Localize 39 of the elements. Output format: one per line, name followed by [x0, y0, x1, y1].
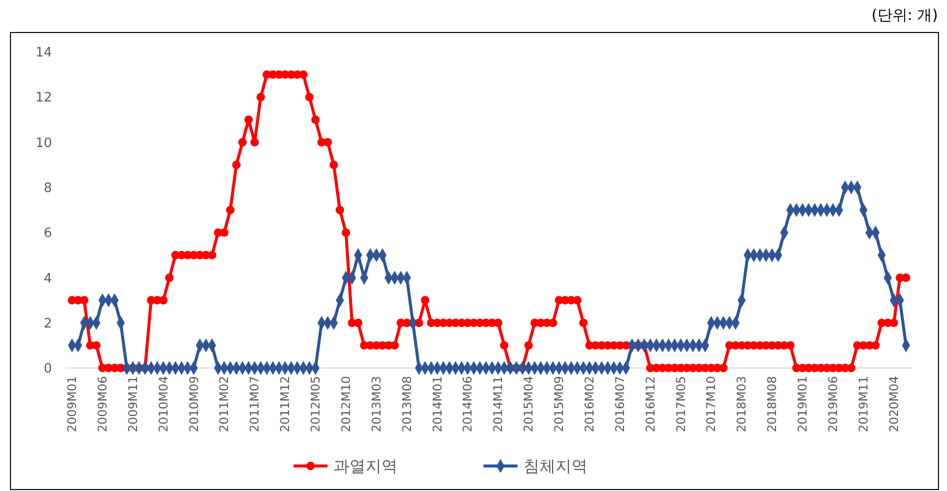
x-tick-label: 2012M05 [308, 376, 323, 432]
x-tick-label: 2014M11 [491, 376, 506, 432]
legend-label: 과열지역 [334, 456, 398, 476]
y-tick-label: 4 [44, 271, 52, 286]
x-tick-label: 2017M10 [704, 376, 718, 432]
x-tick-label: 2015M09 [552, 376, 566, 432]
x-tick-label: 2017M05 [674, 376, 688, 432]
x-tick-label: 2009M01 [65, 376, 79, 432]
x-tick-label: 2011M02 [217, 376, 232, 432]
x-tick-label: 2012M10 [338, 376, 353, 432]
x-tick-label: 2019M06 [826, 376, 840, 432]
x-tick-label: 2014M01 [430, 376, 444, 432]
y-tick-label: 2 [44, 316, 52, 332]
x-tick-label: 2014M06 [460, 376, 475, 432]
y-tick-label: 12 [35, 90, 52, 106]
y-tick-label: 0 [44, 362, 52, 377]
x-tick-label: 2020M04 [886, 376, 901, 432]
x-tick-label: 2010M04 [156, 376, 170, 432]
x-tick-label: 2015M04 [522, 376, 536, 432]
text: (단위: 개) [871, 6, 938, 24]
y-tick-label: 8 [44, 180, 52, 196]
x-tick-label: 2009M06 [95, 376, 110, 432]
x-tick-label: 2010M09 [186, 376, 201, 432]
x-tick-label: 2018M08 [765, 376, 780, 432]
x-tick-label: 2013M03 [369, 376, 384, 432]
x-tick-label: 2019M11 [856, 376, 870, 432]
x-tick-label: 2016M12 [643, 376, 658, 432]
y-tick-label: 10 [35, 136, 52, 151]
x-tick-label: 2009M11 [126, 376, 140, 432]
x-tick-label: 2018M03 [734, 376, 749, 432]
x-tick-label: 2016M02 [582, 376, 596, 432]
y-tick-label: 14 [35, 46, 52, 61]
x-tick-label: 2019M01 [796, 376, 810, 432]
y-tick-label: 6 [44, 226, 52, 242]
x-tick-label: 2011M12 [278, 376, 292, 432]
x-tick-label: 2013M08 [400, 376, 414, 432]
legend-label: 침체지역 [524, 456, 588, 476]
x-tick-label: 2016M07 [612, 376, 627, 432]
x-tick-label: 2011M07 [248, 376, 262, 432]
